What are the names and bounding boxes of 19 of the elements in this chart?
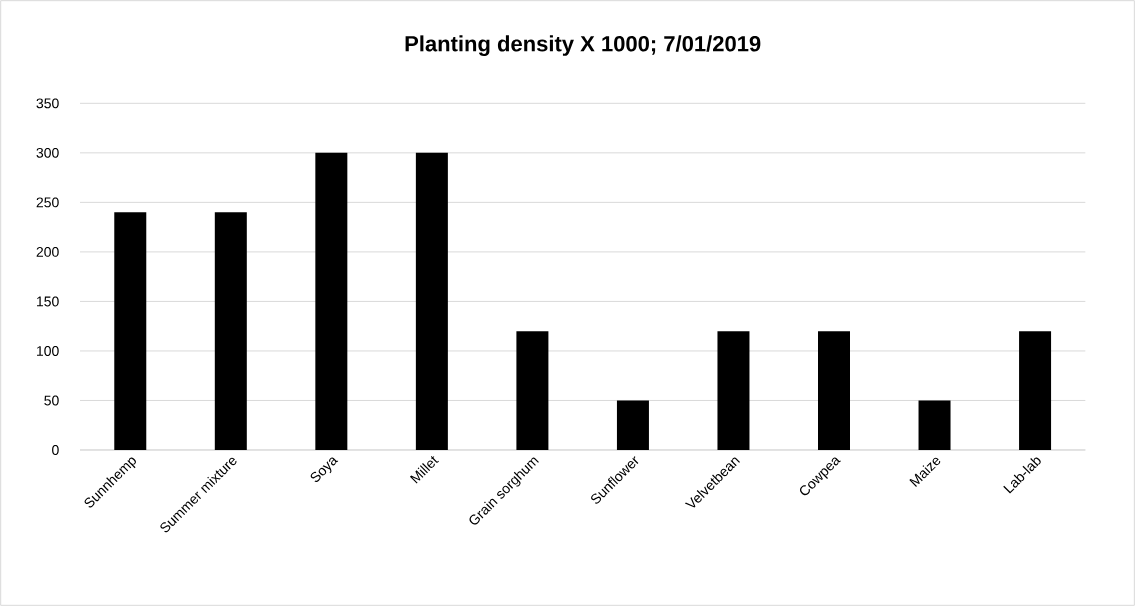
bar xyxy=(1019,331,1052,450)
y-tick-label: 0 xyxy=(52,445,59,455)
bar xyxy=(918,400,951,450)
bar xyxy=(516,331,549,450)
bar xyxy=(315,152,348,450)
y-tick-label: 300 xyxy=(36,147,59,158)
bar xyxy=(415,152,448,450)
y-tick-label: 350 xyxy=(36,98,59,109)
y-tick-label: 50 xyxy=(44,395,59,406)
bar xyxy=(818,331,850,450)
y-tick-label: 100 xyxy=(37,345,59,356)
bar xyxy=(114,212,147,450)
bar xyxy=(616,400,649,450)
y-tick-label: 150 xyxy=(37,296,59,307)
y-tick-label: 200 xyxy=(36,246,59,257)
bar xyxy=(717,331,750,450)
y-tick-label: 250 xyxy=(36,197,59,208)
bar xyxy=(214,212,247,450)
chart-title: Planting density X 1000; 7/01/2019 xyxy=(405,35,761,56)
